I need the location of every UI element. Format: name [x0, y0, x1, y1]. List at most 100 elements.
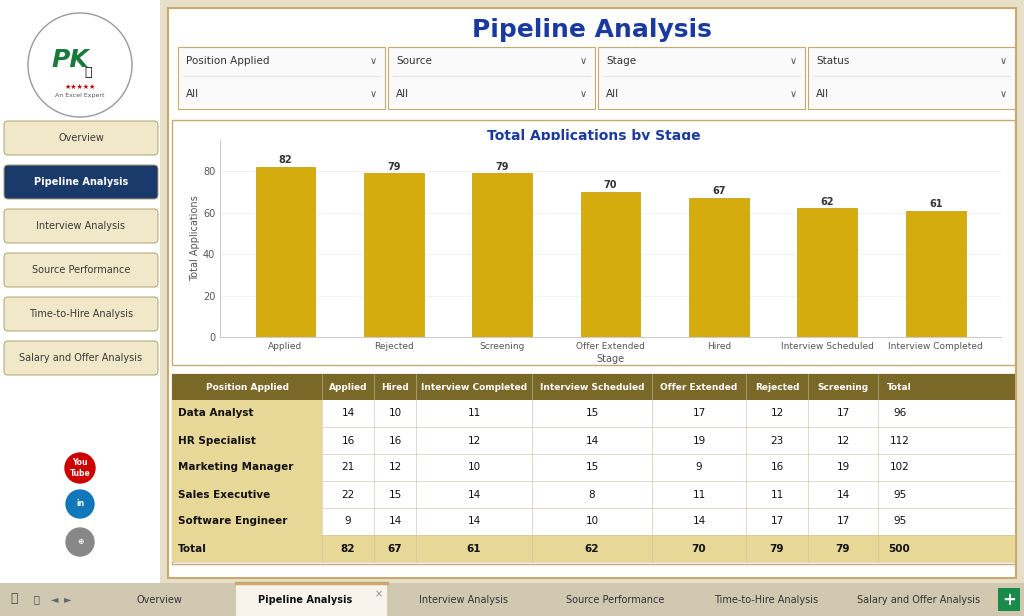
FancyBboxPatch shape: [4, 165, 158, 199]
Text: Source Performance: Source Performance: [32, 265, 130, 275]
Bar: [998, 588, 1020, 611]
Text: PK: PK: [51, 48, 89, 72]
Text: 14: 14: [586, 436, 599, 445]
Text: 102: 102: [890, 463, 909, 472]
Text: 112: 112: [890, 436, 909, 445]
Text: Interview Scheduled: Interview Scheduled: [540, 383, 644, 392]
Text: 17: 17: [770, 516, 783, 527]
Text: Marketing Manager: Marketing Manager: [178, 463, 293, 472]
Text: 15: 15: [586, 463, 599, 472]
Text: ◄: ◄: [51, 594, 58, 604]
Text: Pipeline Analysis: Pipeline Analysis: [472, 18, 712, 42]
Text: 14: 14: [388, 516, 401, 527]
Text: 11: 11: [467, 408, 480, 418]
Bar: [172, 481, 1015, 508]
Text: ⬜: ⬜: [33, 594, 39, 604]
Text: 14: 14: [467, 516, 480, 527]
Text: 9: 9: [695, 463, 702, 472]
Text: 10: 10: [467, 463, 480, 472]
Text: All: All: [816, 89, 829, 99]
Bar: [172, 400, 322, 427]
Text: All: All: [186, 89, 199, 99]
Text: in: in: [76, 500, 84, 508]
Text: ∨: ∨: [999, 56, 1007, 66]
Text: Salary and Offer Analysis: Salary and Offer Analysis: [857, 595, 980, 605]
Text: 70: 70: [604, 180, 617, 190]
Text: 79: 79: [387, 161, 400, 171]
Text: ∨: ∨: [370, 56, 377, 66]
Circle shape: [66, 490, 94, 518]
Bar: [906, 211, 966, 337]
Text: 8: 8: [589, 490, 595, 500]
Y-axis label: Total Applications: Total Applications: [190, 196, 200, 282]
Text: 95: 95: [893, 490, 906, 500]
Text: +: +: [1002, 591, 1016, 609]
Text: 16: 16: [341, 436, 354, 445]
Text: 14: 14: [837, 490, 850, 500]
Text: Time-to-Hire Analysis: Time-to-Hire Analysis: [29, 309, 133, 319]
Text: 22: 22: [341, 490, 354, 500]
Text: 12: 12: [467, 436, 480, 445]
Text: 67: 67: [712, 187, 726, 197]
FancyBboxPatch shape: [4, 297, 158, 331]
Bar: [256, 167, 315, 337]
Text: Total Applications by Stage: Total Applications by Stage: [487, 129, 700, 143]
FancyBboxPatch shape: [4, 341, 158, 375]
Text: 10: 10: [388, 408, 401, 418]
Text: ⊕: ⊕: [77, 538, 83, 546]
Text: Interview Analysis: Interview Analysis: [37, 221, 126, 231]
Text: 11: 11: [692, 490, 706, 500]
Bar: [172, 454, 1015, 481]
Text: 10: 10: [586, 516, 599, 527]
Text: 96: 96: [893, 408, 906, 418]
Text: Time-to-Hire Analysis: Time-to-Hire Analysis: [715, 595, 818, 605]
FancyBboxPatch shape: [4, 209, 158, 243]
Text: Source: Source: [396, 56, 432, 66]
Text: ∨: ∨: [580, 56, 587, 66]
Text: 62: 62: [820, 197, 834, 207]
Text: ∨: ∨: [790, 89, 797, 99]
Circle shape: [66, 528, 94, 556]
Text: Screening: Screening: [817, 383, 868, 392]
Text: 15: 15: [388, 490, 401, 500]
Text: 82: 82: [341, 543, 355, 554]
Bar: [172, 508, 322, 535]
Text: Data Analyst: Data Analyst: [178, 408, 254, 418]
Text: HR Specialist: HR Specialist: [178, 436, 256, 445]
Text: Sales Executive: Sales Executive: [178, 490, 270, 500]
Bar: [0, 583, 1024, 616]
Text: 14: 14: [692, 516, 706, 527]
Text: All: All: [396, 89, 410, 99]
Circle shape: [65, 453, 95, 483]
FancyBboxPatch shape: [4, 121, 158, 155]
Bar: [236, 583, 387, 616]
Text: Position Applied: Position Applied: [206, 383, 289, 392]
Bar: [172, 374, 1015, 400]
Bar: [388, 47, 595, 109]
Text: ∨: ∨: [790, 56, 797, 66]
Text: Salary and Offer Analysis: Salary and Offer Analysis: [19, 353, 142, 363]
Text: Pipeline Analysis: Pipeline Analysis: [34, 177, 128, 187]
Text: 12: 12: [770, 408, 783, 418]
Text: 14: 14: [341, 408, 354, 418]
Text: 61: 61: [929, 199, 942, 209]
Text: 17: 17: [837, 408, 850, 418]
Text: ⬜: ⬜: [10, 593, 17, 606]
Text: Offer Extended: Offer Extended: [660, 383, 737, 392]
Bar: [172, 400, 1015, 427]
Bar: [178, 47, 385, 109]
Text: Total: Total: [178, 543, 207, 554]
Bar: [598, 47, 805, 109]
Text: 62: 62: [585, 543, 599, 554]
Text: Overview: Overview: [58, 133, 104, 143]
Bar: [168, 8, 1016, 578]
Text: ★★★★★: ★★★★★: [65, 84, 95, 90]
Text: 79: 79: [496, 161, 509, 171]
Text: Overview: Overview: [137, 595, 182, 605]
Text: 19: 19: [837, 463, 850, 472]
Text: ►: ►: [65, 594, 72, 604]
Text: 16: 16: [388, 436, 401, 445]
Text: Position Applied: Position Applied: [186, 56, 269, 66]
Text: Interview Completed: Interview Completed: [421, 383, 527, 392]
Text: 82: 82: [279, 155, 292, 165]
